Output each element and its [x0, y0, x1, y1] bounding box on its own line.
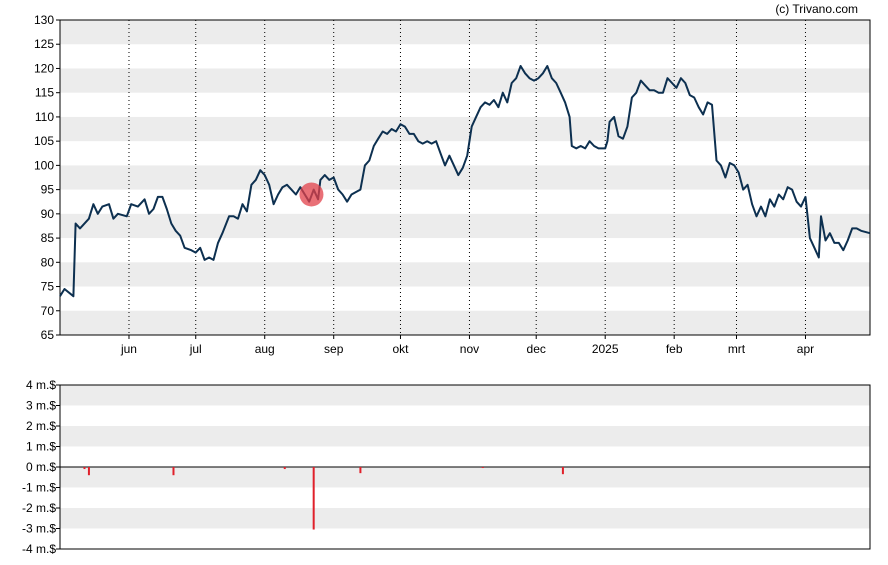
price-band	[60, 262, 870, 287]
insider-y-tick-label: -2 m.$	[22, 501, 56, 515]
insider-chart-y-axis: 4 m.$ 3 m.$ 2 m.$ 1 m.$ 0 m.$ -1 m.$ -2 m.$ -3 …	[22, 378, 60, 556]
x-tick-label: okt	[392, 342, 409, 356]
y-tick-label: 100	[34, 158, 54, 172]
price-band	[60, 310, 870, 335]
y-tick-label: 120	[34, 61, 54, 75]
y-tick-label: 105	[34, 134, 54, 148]
y-tick-label: 125	[34, 37, 54, 51]
insider-sale-marker	[299, 182, 324, 207]
price-band	[60, 116, 870, 142]
y-tick-label: 115	[35, 86, 54, 100]
x-tick-label: apr	[797, 342, 814, 356]
y-tick-label: 75	[41, 280, 55, 294]
x-tick-label: dec	[527, 342, 546, 356]
price-band	[60, 20, 870, 45]
insider-band	[60, 426, 870, 447]
price-chart-month-gridlines	[128, 20, 806, 335]
price-band	[60, 213, 870, 239]
y-tick-label: 65	[41, 328, 55, 342]
insider-bar	[172, 467, 175, 476]
price-chart-marker	[299, 182, 324, 207]
insider-bar	[283, 467, 286, 470]
y-tick-label: 70	[41, 304, 55, 318]
insider-band	[60, 467, 870, 488]
credit-text: (c) Trivano.com	[775, 2, 858, 16]
insider-bar	[312, 467, 315, 530]
price-chart-y-axis: 130 125 120 115 110 105 100 95 90 85 80 75 70 65	[34, 13, 60, 342]
insider-bar	[83, 467, 86, 470]
insider-y-tick-label: -1 m.$	[22, 481, 56, 495]
price-line	[59, 65, 871, 298]
price-chart-frame	[59, 19, 871, 336]
insider-bar	[359, 467, 362, 474]
insider-y-tick-label: -4 m.$	[22, 542, 56, 556]
insider-y-tick-label: 0 m.$	[26, 460, 56, 474]
y-tick-label: 110	[35, 110, 54, 124]
y-tick-label: 130	[34, 13, 54, 27]
y-tick-label: 95	[41, 183, 55, 197]
insider-y-tick-label: 1 m.$	[26, 440, 56, 454]
insider-chart-bars	[83, 467, 564, 530]
price-chart-bands	[60, 20, 870, 335]
insider-band	[60, 508, 870, 529]
y-tick-label: 80	[41, 255, 55, 269]
price-chart-series	[59, 65, 871, 298]
insider-bar	[481, 467, 484, 469]
insider-band	[60, 385, 870, 406]
x-tick-label: feb	[666, 342, 683, 356]
insider-bar	[87, 467, 90, 476]
insider-y-tick-label: 3 m.$	[26, 399, 56, 413]
x-tick-label: mrt	[728, 342, 746, 356]
price-chart-x-axis: jun jul aug sep okt nov dec 2025 feb mrt apr	[120, 335, 814, 356]
x-tick-label: sep	[324, 342, 344, 356]
x-tick-label: jun	[120, 342, 137, 356]
x-tick-label: aug	[255, 342, 275, 356]
x-tick-label: 2025	[592, 342, 619, 356]
x-tick-label: nov	[460, 342, 479, 356]
price-plot-border	[59, 19, 871, 336]
insider-y-tick-label: 4 m.$	[26, 378, 56, 392]
insider-chart-bands	[60, 385, 870, 529]
insider-bar	[561, 467, 564, 475]
x-tick-label: jul	[189, 342, 202, 356]
insider-y-tick-label: 2 m.$	[26, 419, 56, 433]
y-tick-label: 90	[41, 207, 55, 221]
y-tick-label: 85	[41, 231, 55, 245]
price-band	[60, 68, 870, 93]
insider-y-tick-label: -3 m.$	[22, 522, 56, 536]
price-band	[60, 165, 870, 190]
